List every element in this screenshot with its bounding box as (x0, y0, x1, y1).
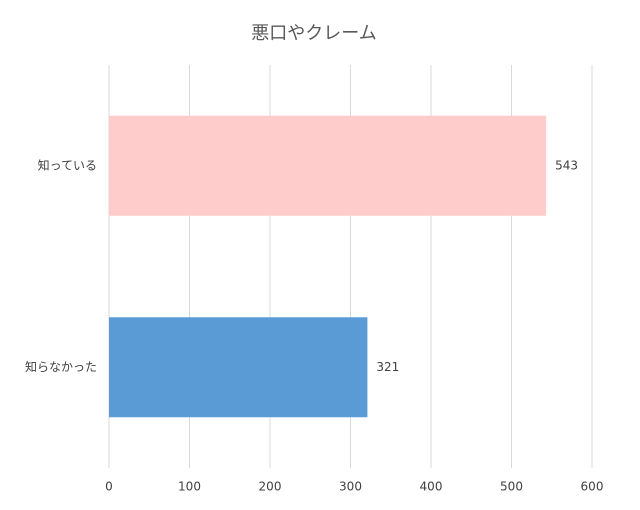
data-label: 543 (555, 158, 578, 172)
x-tick-label: 400 (420, 480, 443, 494)
y-tick-label: 知らなかった (25, 360, 97, 374)
x-tick-label: 600 (581, 480, 604, 494)
x-tick-label: 200 (259, 480, 282, 494)
x-tick-label: 100 (178, 480, 201, 494)
x-tick-label: 0 (105, 480, 113, 494)
data-label: 321 (376, 360, 399, 374)
chart-title: 悪口やクレーム (251, 23, 376, 44)
x-tick-label: 500 (500, 480, 523, 494)
x-tick-label: 300 (339, 480, 362, 494)
bar (109, 115, 547, 216)
y-tick-label: 知っている (38, 158, 97, 172)
bar (109, 317, 368, 418)
